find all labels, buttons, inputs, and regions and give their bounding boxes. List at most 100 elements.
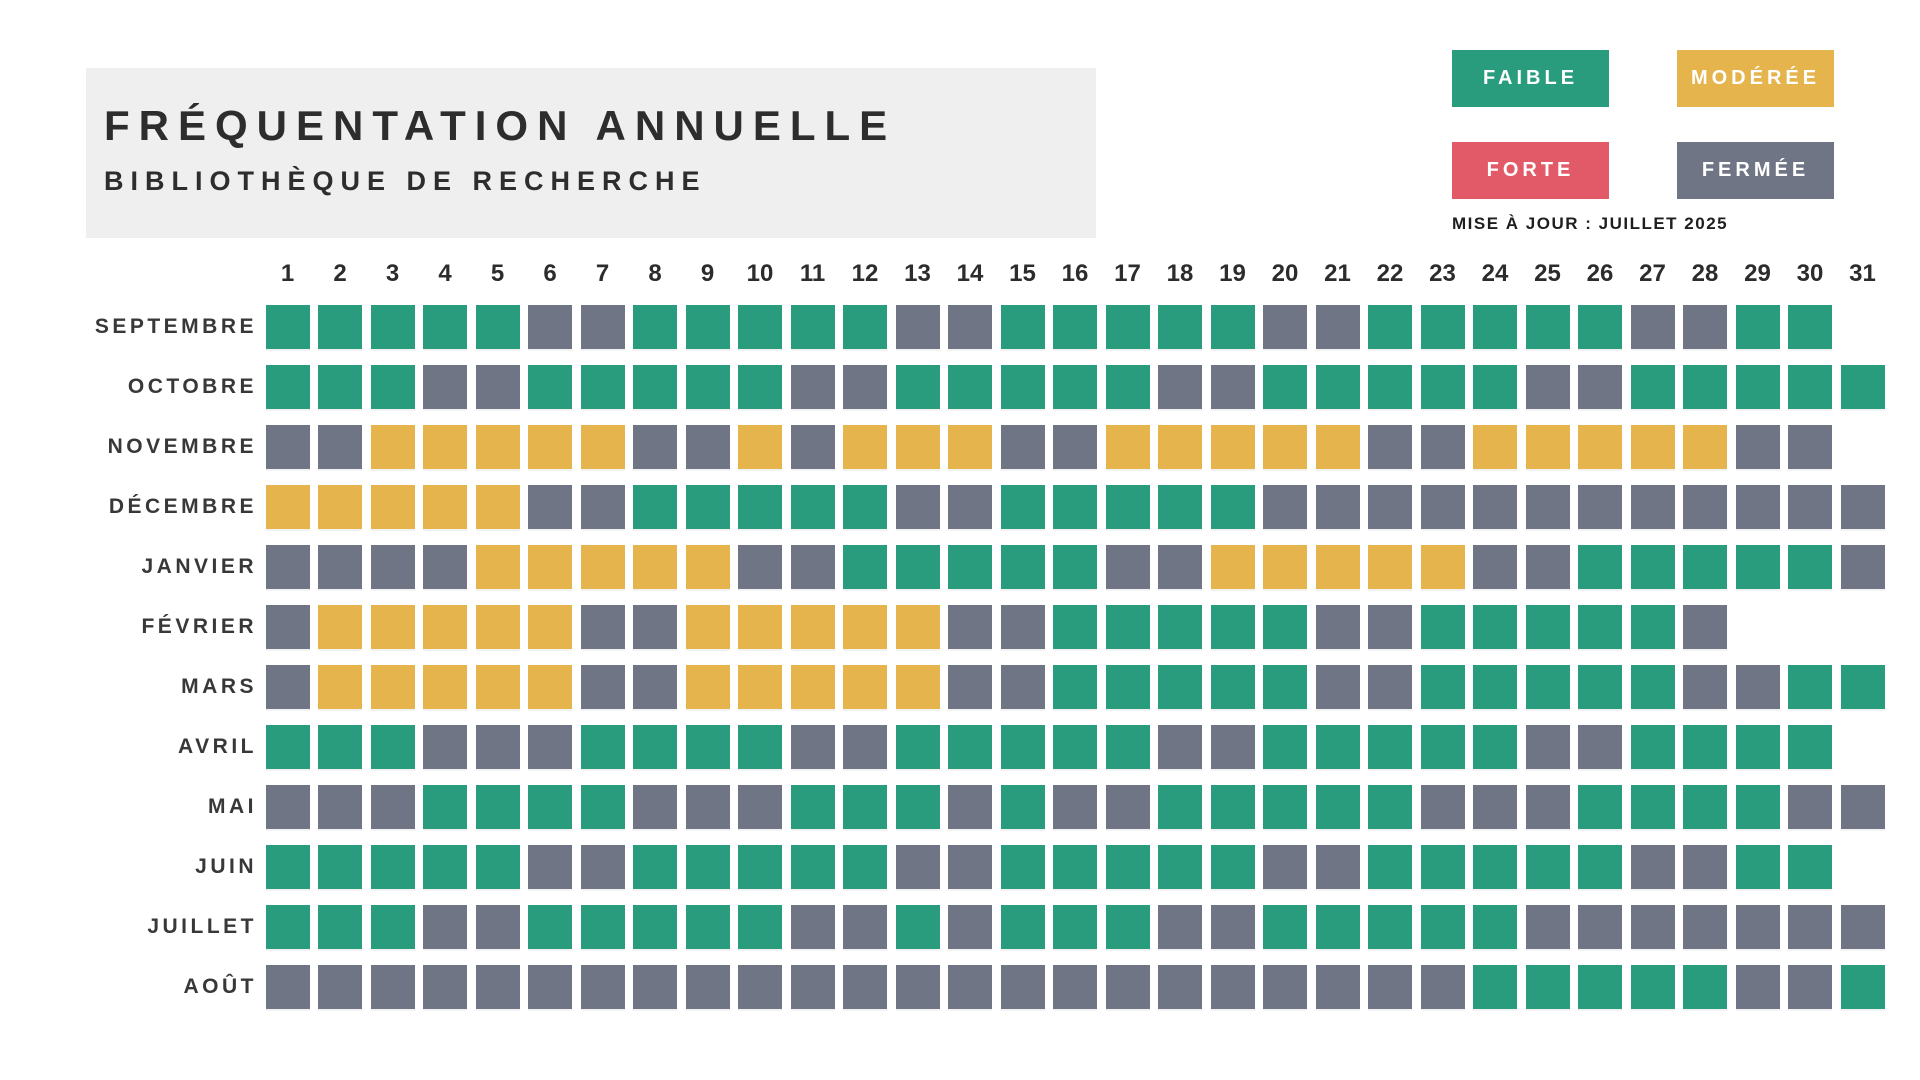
day-cell-août-31 <box>1840 965 1885 1009</box>
day-cell-février-18 <box>1158 605 1202 649</box>
day-cell-mai-10 <box>738 785 782 829</box>
day-cell-janvier-31 <box>1840 545 1885 589</box>
day-cell-septembre-24 <box>1473 305 1517 349</box>
day-cell-septembre-1 <box>265 305 310 349</box>
day-cell-juillet-1 <box>265 905 310 949</box>
day-cell-août-2 <box>318 965 362 1009</box>
day-cell-avril-12 <box>843 725 887 769</box>
day-cell-avril-6 <box>528 725 572 769</box>
day-cell-septembre-30 <box>1788 305 1832 349</box>
day-cell-février-2 <box>318 605 362 649</box>
day-number-5: 5 <box>490 260 505 287</box>
day-cell-juin-7 <box>580 845 625 889</box>
legend-chip-forte: FORTE <box>1452 142 1609 199</box>
day-cell-octobre-8 <box>633 365 677 409</box>
day-number-22: 22 <box>1376 260 1404 287</box>
day-cell-septembre-14 <box>948 305 992 349</box>
day-number-13: 13 <box>904 260 931 287</box>
day-cell-avril-22 <box>1368 725 1412 769</box>
day-cell-octobre-11 <box>790 365 835 409</box>
day-cell-juillet-24 <box>1473 905 1517 949</box>
day-cell-avril-30 <box>1788 725 1832 769</box>
day-cell-mai-15 <box>1000 785 1045 829</box>
day-cell-mai-22 <box>1368 785 1412 829</box>
day-cell-juin-20 <box>1263 845 1307 889</box>
day-cell-juillet-28 <box>1683 905 1727 949</box>
day-cell-septembre-31 <box>1841 305 1885 349</box>
day-cell-décembre-3 <box>370 485 415 529</box>
day-cell-juin-11 <box>790 845 835 889</box>
day-cell-juillet-15 <box>1000 905 1045 949</box>
day-cell-août-24 <box>1473 965 1517 1009</box>
day-cell-juin-15 <box>1000 845 1045 889</box>
day-cell-février-10 <box>738 605 782 649</box>
day-cell-août-28 <box>1683 965 1727 1009</box>
day-cell-décembre-2 <box>318 485 362 529</box>
day-cell-juillet-13 <box>895 905 940 949</box>
day-cell-août-29 <box>1735 965 1780 1009</box>
day-cell-février-24 <box>1473 605 1517 649</box>
day-cell-juin-27 <box>1630 845 1675 889</box>
day-cell-novembre-12 <box>843 425 887 469</box>
day-cell-septembre-22 <box>1368 305 1412 349</box>
day-cell-septembre-19 <box>1210 305 1255 349</box>
last-updated-text: MISE À JOUR : JUILLET 2025 <box>1452 214 1729 233</box>
day-cell-février-12 <box>843 605 887 649</box>
day-cell-janvier-10 <box>738 545 782 589</box>
day-cell-mai-6 <box>528 785 572 829</box>
day-cell-avril-28 <box>1683 725 1727 769</box>
day-cell-novembre-22 <box>1368 425 1412 469</box>
day-cell-novembre-1 <box>265 425 310 469</box>
day-cell-mai-29 <box>1735 785 1780 829</box>
day-cell-septembre-9 <box>685 305 730 349</box>
day-cell-juillet-27 <box>1630 905 1675 949</box>
day-cell-juillet-22 <box>1368 905 1412 949</box>
day-cell-janvier-2 <box>318 545 362 589</box>
day-cell-août-27 <box>1630 965 1675 1009</box>
day-cell-août-3 <box>370 965 415 1009</box>
day-cell-septembre-8 <box>633 305 677 349</box>
day-cell-décembre-18 <box>1158 485 1202 529</box>
day-cell-novembre-21 <box>1315 425 1360 469</box>
day-cell-avril-31 <box>1841 725 1885 769</box>
day-cell-janvier-21 <box>1315 545 1360 589</box>
day-cell-mai-14 <box>948 785 992 829</box>
day-cell-janvier-26 <box>1578 545 1622 589</box>
day-cell-mars-2 <box>318 665 362 709</box>
day-cell-août-14 <box>948 965 992 1009</box>
day-cell-janvier-29 <box>1735 545 1780 589</box>
day-cell-septembre-17 <box>1105 305 1150 349</box>
day-cell-mars-17 <box>1105 665 1150 709</box>
day-cell-décembre-16 <box>1053 485 1097 529</box>
day-cell-octobre-23 <box>1420 365 1465 409</box>
day-cell-juin-1 <box>265 845 310 889</box>
month-label-juillet: JUILLET <box>147 915 257 938</box>
day-cell-janvier-1 <box>265 545 310 589</box>
day-cell-mai-2 <box>318 785 362 829</box>
day-cell-mars-9 <box>685 665 730 709</box>
day-cell-juillet-11 <box>790 905 835 949</box>
day-cell-novembre-5 <box>475 425 520 469</box>
day-cell-octobre-27 <box>1630 365 1675 409</box>
month-label-février: FÉVRIER <box>141 615 257 638</box>
day-cell-juillet-2 <box>318 905 362 949</box>
day-cell-mars-31 <box>1840 665 1885 709</box>
legend: FAIBLE MODÉRÉE FORTE FERMÉE <box>1452 50 1834 199</box>
day-cell-mai-16 <box>1053 785 1097 829</box>
day-cell-février-29 <box>1736 605 1780 649</box>
day-cell-avril-25 <box>1525 725 1570 769</box>
day-cell-février-20 <box>1263 605 1307 649</box>
day-cell-mai-18 <box>1158 785 1202 829</box>
day-cell-novembre-19 <box>1210 425 1255 469</box>
day-number-16: 16 <box>1061 260 1089 287</box>
day-cell-mars-8 <box>633 665 677 709</box>
day-cell-décembre-17 <box>1105 485 1150 529</box>
day-cell-novembre-26 <box>1578 425 1622 469</box>
day-cell-juin-14 <box>948 845 992 889</box>
day-cell-novembre-27 <box>1630 425 1675 469</box>
month-label-mars: MARS <box>181 675 257 698</box>
day-number-1: 1 <box>280 260 295 287</box>
day-cell-février-28 <box>1683 605 1727 649</box>
day-cell-septembre-3 <box>370 305 415 349</box>
day-cell-février-25 <box>1525 605 1570 649</box>
